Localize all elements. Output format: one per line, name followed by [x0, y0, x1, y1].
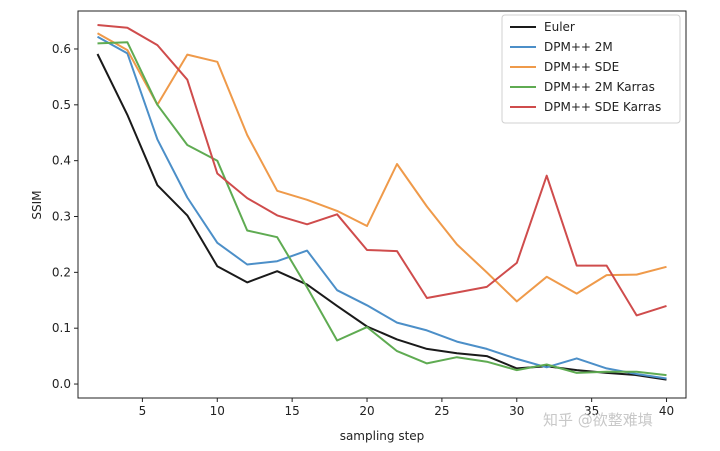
y-tick-label: 0.5 — [52, 98, 71, 112]
y-tick-label: 0.1 — [52, 321, 71, 335]
x-tick-label: 35 — [584, 404, 599, 418]
watermark: 知乎 @欲整难填 — [543, 411, 653, 429]
x-tick-label: 25 — [434, 404, 449, 418]
y-axis: 0.0 0.1 0.2 0.3 0.4 0.5 0.6 — [52, 42, 78, 391]
legend-label: DPM++ SDE — [544, 60, 619, 74]
series-line-dpm-2m-karras — [97, 41, 667, 377]
series-line-euler — [96, 53, 667, 381]
series-lines — [96, 24, 667, 381]
y-tick-label: 0.4 — [52, 154, 71, 168]
y-tick-label: 0.2 — [52, 265, 71, 279]
series-line-dpm-sde — [97, 32, 667, 303]
legend-label: Euler — [544, 20, 575, 34]
x-tick-label: 10 — [210, 404, 225, 418]
y-axis-title: SSIM — [30, 190, 44, 219]
x-axis: 5 10 15 20 25 30 35 40 — [139, 398, 674, 418]
x-tick-label: 30 — [509, 404, 524, 418]
y-tick-label: 0.6 — [52, 42, 71, 56]
y-tick-label: 0.0 — [52, 377, 71, 391]
legend-label: DPM++ 2M Karras — [544, 80, 655, 94]
legend-box — [501, 14, 681, 124]
legend: Euler DPM++ 2M DPM++ SDE DPM++ 2M Karras DPM… — [501, 14, 681, 124]
x-axis-title: sampling step — [340, 429, 425, 443]
x-tick-label: 20 — [359, 404, 374, 418]
x-tick-label: 5 — [139, 404, 147, 418]
series-line-dpm-2m — [97, 35, 667, 380]
series-line-dpm-sde-karras — [97, 24, 667, 317]
y-tick-label: 0.3 — [52, 210, 71, 224]
legend-label: DPM++ 2M — [544, 40, 613, 54]
legend-label: DPM++ SDE Karras — [544, 100, 661, 114]
x-tick-label: 40 — [659, 404, 674, 418]
x-tick-label: 15 — [285, 404, 300, 418]
